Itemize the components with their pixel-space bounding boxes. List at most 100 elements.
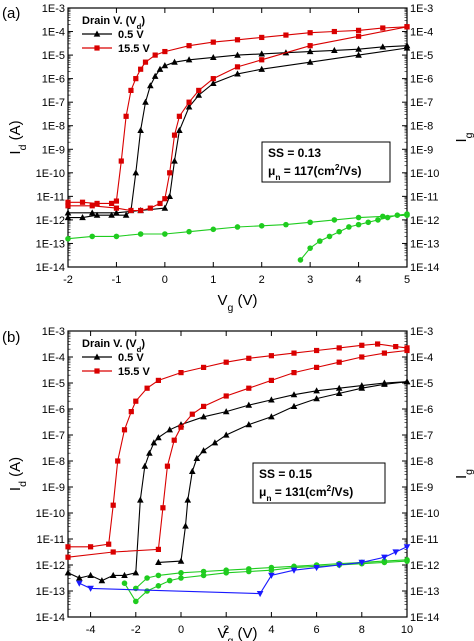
data-point — [223, 570, 229, 576]
data-point — [138, 66, 144, 72]
data-point — [200, 447, 207, 454]
y-tick-label-right: 1E-6 — [410, 404, 433, 416]
data-point — [307, 30, 313, 36]
data-point — [151, 72, 159, 79]
data-point — [259, 34, 265, 41]
legend-swatch-marker — [94, 368, 100, 374]
data-point — [268, 572, 275, 579]
y-tick-label-left: 1E-8 — [42, 121, 65, 133]
data-point — [209, 53, 217, 61]
data-point — [128, 87, 134, 94]
data-point — [185, 56, 193, 63]
y-axis-label-left: Id (A) — [7, 120, 29, 154]
data-point — [166, 426, 173, 433]
data-point — [121, 427, 128, 433]
panel-a: 1E-3 1E-3 1E-4 1E-4 1E-5 1E-5 1E-6 1E-6 1E-7 1E-7… — [2, 3, 474, 314]
x-tick-label: -4 — [86, 624, 96, 636]
plot-frame — [67, 330, 408, 618]
data-point — [222, 431, 230, 438]
y-tick-label-left: 1E-12 — [36, 215, 65, 227]
y-tick-label-left: 1E-6 — [42, 404, 65, 416]
data-point — [365, 219, 372, 226]
data-point — [211, 439, 219, 446]
panel-b: 1E-3 1E-3 1E-4 1E-4 1E-5 1E-5 1E-6 1E-6 1E-7 1E-7… — [2, 326, 474, 641]
data-point — [162, 196, 168, 202]
data-point — [176, 126, 183, 134]
data-point — [375, 217, 381, 223]
x-tick-label: -2 — [131, 624, 141, 636]
data-point — [403, 44, 411, 51]
y-tick-label-left: 1E-13 — [36, 238, 65, 250]
data-point — [359, 354, 365, 360]
data-point — [290, 391, 298, 398]
data-point — [326, 233, 333, 240]
data-point — [336, 345, 342, 351]
data-point — [98, 577, 106, 584]
data-point — [167, 170, 173, 176]
data-point — [155, 583, 162, 589]
data-point — [186, 228, 192, 235]
data-point — [259, 57, 265, 63]
data-point — [256, 591, 264, 598]
legend-entry: 15.5 V — [118, 366, 150, 378]
data-point — [379, 43, 387, 50]
data-point — [355, 27, 362, 33]
y-tick-label-left: 1E-7 — [42, 430, 65, 442]
data-point — [110, 549, 116, 555]
data-point — [381, 559, 388, 566]
data-point — [331, 46, 338, 53]
data-point — [138, 207, 144, 214]
x-tick-label: 0 — [178, 624, 184, 636]
y-tick-label-right: 1E-6 — [410, 74, 433, 86]
data-point — [346, 224, 352, 230]
data-point — [246, 355, 252, 361]
data-point — [113, 209, 120, 216]
data-point — [258, 50, 266, 57]
y-tick-label-left: 1E-14 — [36, 612, 65, 624]
x-axis-label: Vg (V) — [217, 292, 257, 314]
data-point — [177, 557, 185, 564]
data-point — [201, 403, 207, 409]
y-tick-label-right: 1E-13 — [410, 586, 439, 598]
series-3 — [65, 24, 410, 214]
data-point — [268, 396, 275, 403]
data-point — [355, 51, 362, 58]
data-point — [258, 65, 266, 72]
data-point — [403, 378, 411, 385]
x-tick-label: 10 — [401, 624, 413, 636]
data-point — [381, 380, 388, 387]
data-point — [157, 200, 163, 207]
data-point — [137, 126, 144, 134]
data-point — [65, 199, 71, 205]
data-point — [200, 413, 207, 420]
data-point — [200, 568, 207, 575]
data-point — [108, 211, 115, 218]
data-point — [306, 58, 314, 65]
data-point — [381, 350, 387, 356]
data-point — [290, 567, 298, 574]
data-point — [335, 562, 343, 569]
y-tick-label-left: 1E-14 — [36, 262, 65, 274]
data-point — [144, 588, 150, 594]
data-point — [150, 439, 158, 446]
data-point — [171, 132, 178, 138]
data-point — [355, 33, 362, 39]
data-point — [234, 70, 241, 77]
data-point — [314, 364, 320, 370]
data-point — [121, 571, 128, 578]
y-tick-label-left: 1E-13 — [36, 586, 65, 598]
data-point — [246, 568, 252, 575]
data-point — [381, 554, 388, 561]
x-tick-label: -2 — [63, 274, 73, 286]
data-point — [195, 91, 203, 98]
y-tick-label-left: 1E-5 — [42, 378, 65, 390]
series-1 — [64, 44, 411, 216]
data-point — [162, 48, 168, 55]
x-tick-label: 4 — [268, 624, 274, 636]
y-tick-label-right: 1E-11 — [410, 191, 439, 203]
data-point — [314, 347, 320, 354]
data-point — [161, 62, 169, 69]
data-point — [331, 217, 338, 223]
data-point — [290, 402, 298, 409]
